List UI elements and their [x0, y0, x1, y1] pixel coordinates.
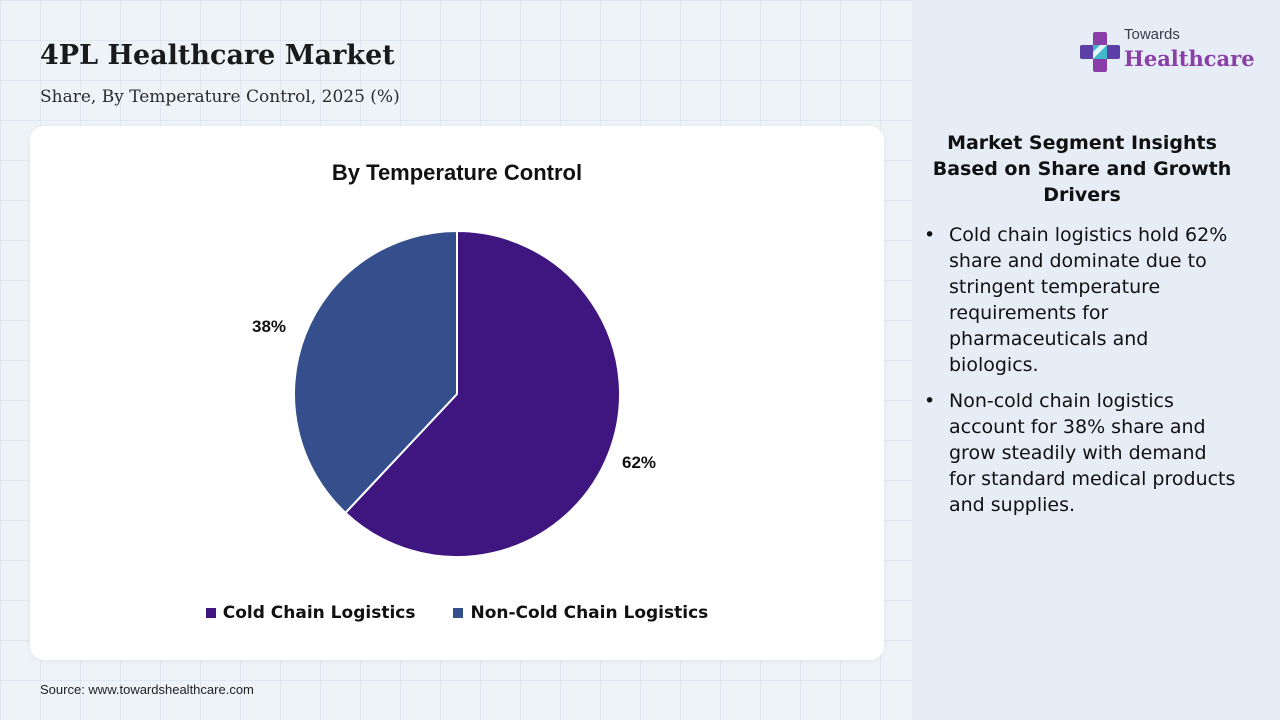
plus-cross-icon [1080, 32, 1120, 72]
legend-swatch [205, 608, 216, 618]
chart-legend: Cold Chain Logistics Non-Cold Chain Logi… [30, 603, 884, 623]
insight-text: Non-cold chain logistics account for 38%… [949, 390, 1236, 516]
insights-panel [912, 0, 1280, 720]
source-note: Source: www.towardshealthcare.com [40, 682, 254, 697]
legend-swatch [453, 608, 464, 618]
bullet-icon: • [924, 390, 936, 412]
legend-label: Non-Cold Chain Logistics [470, 603, 709, 623]
insight-item: • Non-cold chain logistics account for 3… [920, 388, 1238, 518]
insight-text: Cold chain logistics hold 62% share and … [949, 224, 1228, 376]
slice-label-non-cold-chain: 38% [252, 317, 287, 336]
chart-title: By Temperature Control [331, 160, 583, 185]
main-area: 4PL Healthcare Market Share, By Temperat… [30, 40, 884, 697]
page-subtitle: Share, By Temperature Control, 2025 (%) [40, 87, 400, 107]
legend-item-non-cold-chain: Non-Cold Chain Logistics [453, 603, 708, 623]
pie-chart [293, 229, 621, 558]
logo-text-top: Towards [1124, 26, 1180, 43]
insights-title: Market Segment Insights Based on Share a… [932, 132, 1232, 206]
legend-label: Cold Chain Logistics [222, 603, 416, 623]
insights-list: • Cold chain logistics hold 62% share an… [920, 222, 1238, 528]
pie-slice-non-cold-chain [293, 229, 458, 515]
pie-slice-cold-chain [344, 229, 621, 558]
brand-logo: Towards Healthcare [1080, 26, 1260, 78]
chart-card: By Temperature Control 62% 38% Cold Chai… [30, 126, 884, 660]
insight-item: • Cold chain logistics hold 62% share an… [920, 222, 1238, 378]
page-title: 4PL Healthcare Market [40, 40, 395, 71]
logo-text-bottom: Healthcare [1124, 46, 1255, 71]
slice-label-cold-chain: 62% [622, 453, 657, 472]
legend-item-cold-chain: Cold Chain Logistics [205, 603, 416, 623]
bullet-icon: • [924, 224, 936, 246]
